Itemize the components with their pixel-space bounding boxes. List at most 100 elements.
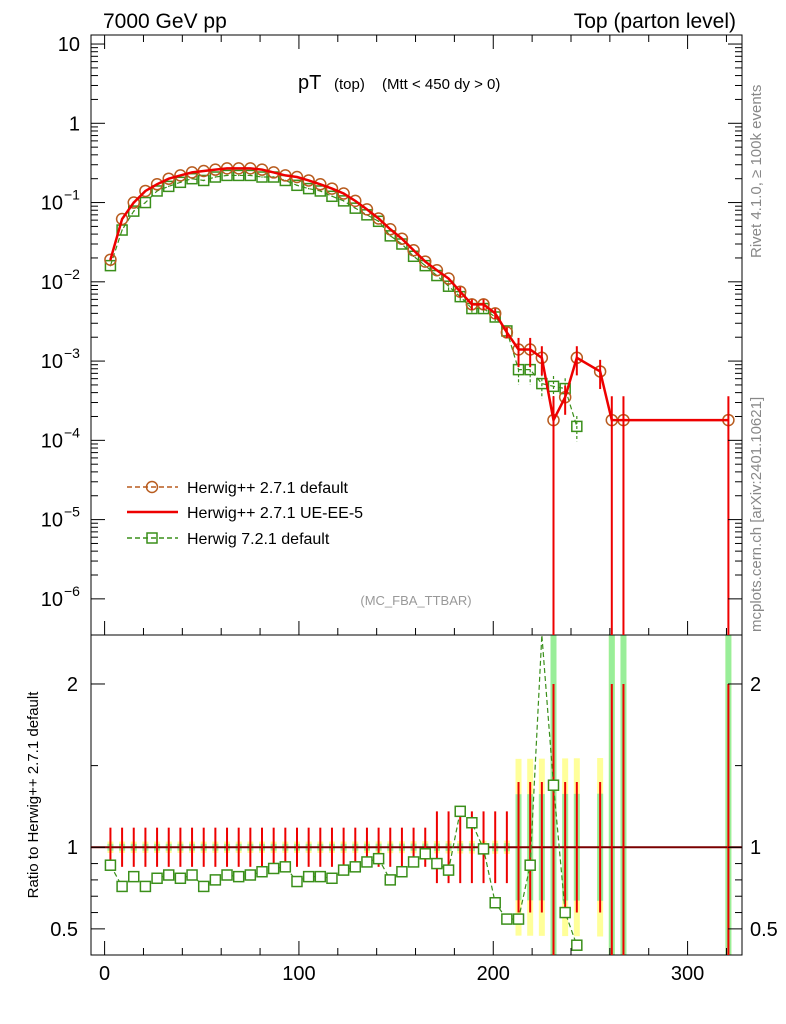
ratio-point-herwig721 <box>244 869 257 881</box>
y-tick-label: 10 <box>41 272 63 294</box>
legend-marker-circle <box>145 480 159 494</box>
y-tick-label-exponent: −3 <box>64 345 80 361</box>
point-herwig721-default <box>174 176 187 189</box>
point-herwig721-default <box>291 179 303 192</box>
ratio-point-herwig721 <box>559 906 571 919</box>
analysis-watermark: (MC_FBA_TTBAR) <box>360 593 471 608</box>
ratio-point-herwig721 <box>162 869 175 881</box>
ratio-point-herwig721 <box>466 817 478 829</box>
x-tick-label: 0 <box>99 963 110 985</box>
ratio-line-herwig721 <box>109 634 578 946</box>
point-herwig271-default <box>267 166 280 179</box>
point-herwig721-default <box>547 380 560 393</box>
ratio-point-herwig721 <box>139 880 152 893</box>
legend-marker-square <box>146 532 158 544</box>
point-herwig721-default <box>337 195 350 207</box>
data-series <box>91 162 742 955</box>
point-herwig271-default <box>384 223 397 236</box>
header-right: Top (parton level) <box>574 10 736 33</box>
point-herwig271-default <box>139 184 152 198</box>
ratio-y-tick-label: 2 <box>67 674 78 696</box>
point-herwig721-default <box>139 196 152 209</box>
y-tick-label-exponent: −4 <box>64 424 80 440</box>
point-herwig721-default <box>302 182 315 195</box>
point-herwig271-default <box>360 203 374 216</box>
ratio-point-herwig721 <box>407 856 420 868</box>
ratio-point-herwig721 <box>419 848 431 860</box>
mcplots-label: mcplots.cern.ch [arXiv:2401.10621] <box>748 397 765 632</box>
series-line-herwig271-default <box>109 167 729 422</box>
plot-title-cut: (Mtt < 450 dy > 0) <box>382 76 500 93</box>
ratio-uncertainty-bands <box>107 635 732 955</box>
y-tick-label-exponent: −6 <box>64 583 80 599</box>
ratio-point-herwig721 <box>267 862 280 875</box>
y-tick-label: 10 <box>41 589 63 611</box>
ratio-y-axis-label: Ratio to Herwig++ 2.7.1 default <box>25 691 42 899</box>
ratio-point-herwig721 <box>326 872 338 885</box>
ratio-point-herwig721 <box>186 869 198 881</box>
ratio-point-herwig721 <box>337 864 350 876</box>
ratio-point-herwig721 <box>279 861 292 873</box>
y-tick-label-exponent: −5 <box>64 504 80 520</box>
point-herwig271-default <box>349 194 362 208</box>
point-herwig721-default <box>244 169 257 182</box>
plot-title-sub: (top) <box>334 76 365 93</box>
ratio-point-herwig721 <box>361 856 373 868</box>
point-herwig721-default <box>256 171 268 183</box>
frames <box>90 34 743 956</box>
ratio-point-herwig721 <box>431 857 443 870</box>
ratio-point-herwig721 <box>209 874 222 886</box>
ratio-y-tick-label-right: 2 <box>750 674 761 696</box>
ratio-point-herwig721 <box>302 870 315 883</box>
point-herwig721-default <box>571 420 583 433</box>
point-herwig271-default <box>337 187 350 200</box>
ratio-point-herwig721 <box>256 865 268 878</box>
point-herwig271-default <box>174 169 187 182</box>
ratio-point-herwig721 <box>151 872 163 885</box>
ratio-point-herwig721 <box>197 880 210 893</box>
ratio-point-herwig721 <box>104 859 117 871</box>
ratio-y-tick-label-right: 0.5 <box>750 919 778 941</box>
header-left: 7000 GeV pp <box>103 10 227 33</box>
ratio-plot-frame <box>90 634 743 956</box>
point-herwig721-default <box>162 180 175 193</box>
plot-title-main: pT <box>298 72 321 94</box>
point-herwig271-default <box>104 253 117 266</box>
ratio-point-herwig721 <box>396 865 408 878</box>
ratio-point-herwig721 <box>291 875 303 888</box>
ratio-y-tick-label-right: 1 <box>750 837 761 859</box>
point-herwig721-default <box>197 174 210 187</box>
point-herwig271-default <box>325 182 339 195</box>
point-herwig721-default <box>151 185 163 197</box>
point-herwig721-default <box>104 259 117 272</box>
point-herwig271-default <box>302 174 315 187</box>
ratio-point-herwig721 <box>524 859 536 871</box>
ratio-point-herwig721 <box>314 870 327 883</box>
point-herwig721-default <box>209 171 222 183</box>
point-herwig721-default <box>221 169 233 182</box>
ratio-point-herwig721 <box>128 870 140 883</box>
rivet-version-label: Rivet 4.1.0, ≥ 100k events <box>748 85 765 258</box>
series-line-herwig271-ueee5 <box>109 167 729 424</box>
ratio-point-herwig721 <box>477 843 490 855</box>
point-herwig271-default <box>430 263 444 277</box>
ratio-point-herwig721 <box>512 913 525 925</box>
point-herwig721-default <box>314 185 327 197</box>
ratio-point-herwig721 <box>349 861 362 873</box>
ratio-point-herwig721 <box>116 880 128 893</box>
legend: Herwig++ 2.7.1 default Herwig++ 2.7.1 UE… <box>127 480 363 548</box>
ratio-point-herwig721 <box>442 864 455 876</box>
point-herwig271-default <box>418 255 432 268</box>
legend-label-herwig271-ueee5: Herwig++ 2.7.1 UE-EE-5 <box>187 505 363 522</box>
point-herwig721-default <box>349 202 362 214</box>
x-tick-label: 300 <box>671 963 704 985</box>
y-tick-label: 10 <box>41 193 63 215</box>
ratio-point-herwig721 <box>221 869 233 881</box>
point-herwig271-default <box>150 178 164 191</box>
ratio-point-herwig721 <box>384 874 397 886</box>
ratio-point-herwig721 <box>174 872 187 885</box>
series-line-herwig721-default <box>109 174 578 427</box>
point-herwig271-default <box>162 172 175 185</box>
point-herwig271-default <box>407 244 420 257</box>
